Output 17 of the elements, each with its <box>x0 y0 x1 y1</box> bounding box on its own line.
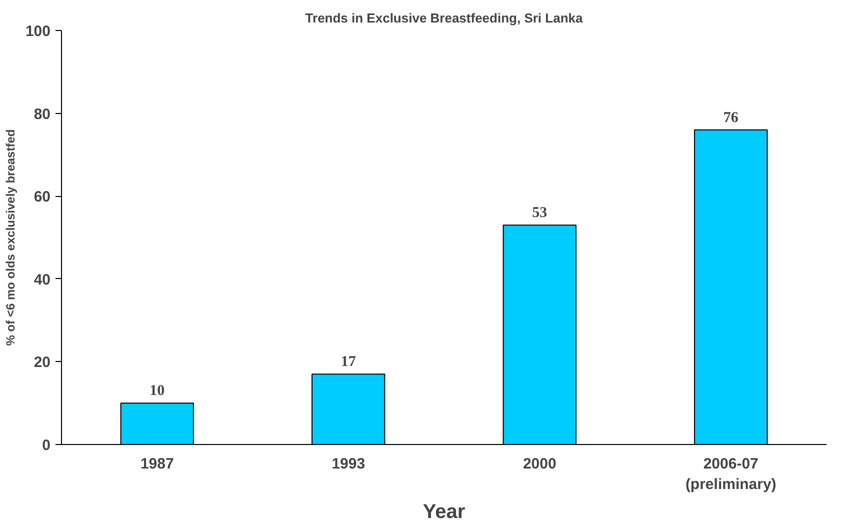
x-tick-label: 1993 <box>332 456 366 472</box>
x-axis-title: Year <box>422 500 466 523</box>
y-tick-label: 80 <box>34 106 51 123</box>
y-tick-label: 60 <box>34 188 51 206</box>
y-tick-label: 20 <box>34 354 51 372</box>
y-tick-label: 0 <box>42 437 50 454</box>
x-tick-label: 2006-07 (preliminary) <box>685 456 776 493</box>
data-label: 17 <box>340 354 356 370</box>
x-tick-label: 2000 <box>522 456 556 472</box>
y-tick-label: 100 <box>25 23 51 40</box>
x-tick-label: 1987 <box>140 456 174 472</box>
y-axis-title: % of <6 mo olds exclusively breastfed <box>3 129 18 346</box>
data-label: 10 <box>150 383 165 400</box>
data-label: 76 <box>723 110 739 126</box>
chart-title: Trends in Exclusive Breastfeeding, Sri Lanka <box>305 10 584 26</box>
data-label: 53 <box>532 205 548 222</box>
y-tick-label: 40 <box>34 271 51 288</box>
